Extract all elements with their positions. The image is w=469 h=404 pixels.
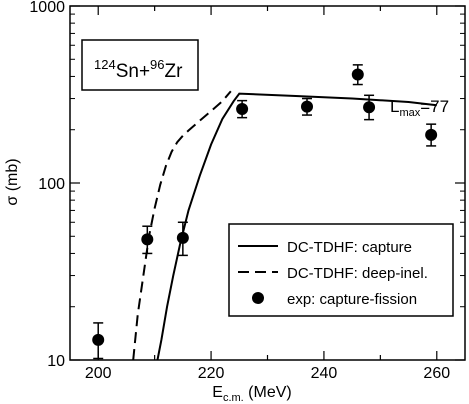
capture-line [156, 92, 437, 361]
y-tick-label: 10 [47, 353, 65, 370]
y-tick-label: 100 [38, 176, 65, 193]
legend-box [228, 223, 454, 317]
data-point [92, 333, 105, 346]
y-axis-label: σ (mb) [4, 158, 21, 205]
series-layer [92, 64, 438, 361]
x-tick-label: 260 [423, 365, 450, 382]
data-point [141, 233, 154, 246]
x-tick-label: 240 [311, 365, 338, 382]
legend-label-deep-inel: DC-TDHF: deep-inel. [287, 265, 428, 282]
data-point [351, 68, 364, 81]
legend-swatch-exp [252, 292, 264, 304]
axes: 200 220 240 260 10 100 1000 [29, 0, 466, 382]
data-point [176, 231, 189, 244]
data-point [363, 101, 376, 114]
system-label-box [81, 39, 199, 91]
deep-inel-line [132, 90, 232, 361]
legend-label-exp: exp: capture-fission [287, 291, 417, 308]
axis-labels: Ec.m. (MeV) σ (mb) [4, 158, 292, 404]
x-axis-label: Ec.m. (MeV) [212, 384, 291, 404]
system-label: 124Sn+96Zr [94, 57, 183, 82]
x-tick-label: 220 [198, 365, 225, 382]
annotations: 124Sn+96Zr Lmax=77 [81, 39, 449, 119]
data-point [236, 102, 249, 115]
y-tick-label: 1000 [29, 0, 65, 16]
x-tick-label: 200 [85, 365, 112, 382]
lmax-label: Lmax=77 [390, 97, 449, 119]
legend-label-capture: DC-TDHF: capture [287, 239, 412, 256]
data-point [301, 100, 313, 113]
legend: DC-TDHF: capture DC-TDHF: deep-inel. exp… [228, 223, 454, 317]
data-point [425, 128, 438, 141]
